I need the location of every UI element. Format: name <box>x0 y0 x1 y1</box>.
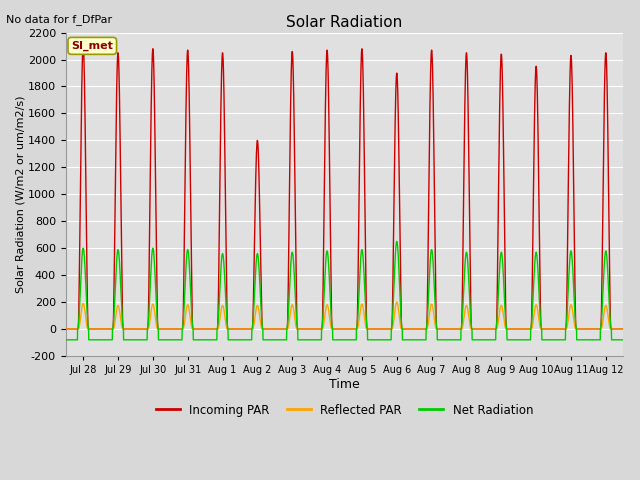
Text: SI_met: SI_met <box>71 41 113 51</box>
Y-axis label: Solar Radiation (W/m2 or um/m2/s): Solar Radiation (W/m2 or um/m2/s) <box>15 96 25 293</box>
Title: Solar Radiation: Solar Radiation <box>286 15 403 30</box>
Text: No data for f_DfPar: No data for f_DfPar <box>6 14 113 25</box>
Legend: Incoming PAR, Reflected PAR, Net Radiation: Incoming PAR, Reflected PAR, Net Radiati… <box>151 399 538 421</box>
X-axis label: Time: Time <box>329 378 360 391</box>
